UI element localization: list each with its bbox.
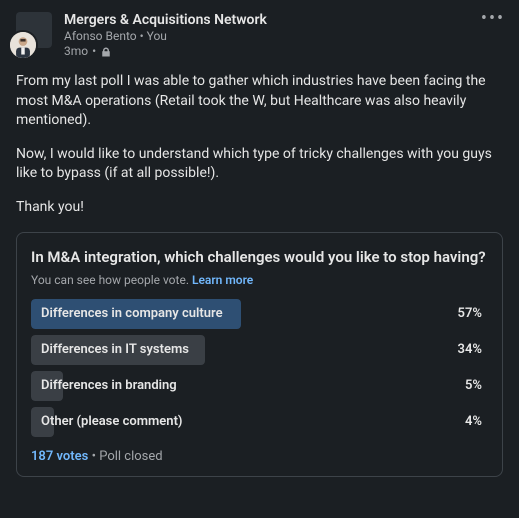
post-body: From my last poll I was able to gather w… xyxy=(16,72,503,218)
poll-footer: 187 votes • Poll closed xyxy=(31,449,488,464)
avatar[interactable] xyxy=(8,30,38,60)
separator: • xyxy=(140,29,147,43)
poll-option-label: Differences in IT systems xyxy=(31,342,458,357)
poll-option[interactable]: Differences in company culture57% xyxy=(31,299,488,329)
header-text: Mergers & Acquisitions Network Afonso Be… xyxy=(64,12,503,58)
group-thumbnail[interactable] xyxy=(16,12,52,48)
author-name: Afonso Bento xyxy=(64,29,137,43)
poll-card: In M&A integration, which challenges wou… xyxy=(16,232,503,477)
poll-option-percent: 57% xyxy=(458,306,488,321)
poll-sub-prefix: You can see how people vote. xyxy=(31,273,192,287)
poll-option[interactable]: Differences in branding5% xyxy=(31,371,488,401)
poll-option-percent: 5% xyxy=(465,378,488,393)
post-age: 3mo xyxy=(64,44,88,58)
poll-option-label: Other (please comment) xyxy=(31,414,465,429)
meta-line: 3mo • xyxy=(64,44,503,58)
vote-count[interactable]: 187 votes xyxy=(31,449,88,464)
overflow-menu-button[interactable]: ••• xyxy=(479,8,507,28)
poll-question: In M&A integration, which challenges wou… xyxy=(31,247,488,267)
separator: • xyxy=(92,44,96,58)
poll-options: Differences in company culture57%Differe… xyxy=(31,299,488,437)
author-line[interactable]: Afonso Bento • You xyxy=(64,29,503,43)
group-name[interactable]: Mergers & Acquisitions Network xyxy=(64,12,503,28)
post: Mergers & Acquisitions Network Afonso Be… xyxy=(0,0,519,491)
poll-status: Poll closed xyxy=(99,449,162,464)
body-paragraph: From my last poll I was able to gather w… xyxy=(16,72,503,131)
poll-subtext: You can see how people vote. Learn more xyxy=(31,273,488,287)
body-paragraph: Thank you! xyxy=(16,198,503,218)
poll-option[interactable]: Other (please comment)4% xyxy=(31,407,488,437)
poll-option-percent: 34% xyxy=(458,342,488,357)
body-paragraph: Now, I would like to understand which ty… xyxy=(16,145,503,184)
visibility-icon xyxy=(100,44,112,58)
poll-option-label: Differences in branding xyxy=(31,378,465,393)
poll-option-label: Differences in company culture xyxy=(31,306,458,321)
poll-option-percent: 4% xyxy=(465,414,488,429)
author-relation: You xyxy=(147,29,167,43)
learn-more-link[interactable]: Learn more xyxy=(192,273,253,287)
poll-option[interactable]: Differences in IT systems34% xyxy=(31,335,488,365)
post-header: Mergers & Acquisitions Network Afonso Be… xyxy=(16,12,503,58)
